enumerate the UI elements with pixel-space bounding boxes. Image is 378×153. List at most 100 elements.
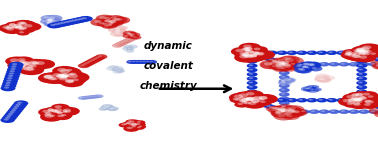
Circle shape — [258, 96, 267, 100]
Circle shape — [248, 54, 257, 58]
Circle shape — [342, 51, 358, 58]
Circle shape — [98, 55, 102, 57]
Circle shape — [288, 109, 296, 113]
Circle shape — [263, 104, 268, 106]
Circle shape — [105, 106, 113, 109]
Circle shape — [288, 79, 291, 80]
Circle shape — [59, 107, 80, 115]
Circle shape — [260, 56, 265, 57]
Circle shape — [66, 69, 72, 71]
Circle shape — [109, 65, 119, 69]
Circle shape — [291, 110, 306, 116]
Circle shape — [8, 113, 13, 115]
Circle shape — [318, 77, 327, 81]
Circle shape — [309, 62, 320, 67]
Circle shape — [124, 48, 127, 49]
Circle shape — [277, 50, 288, 55]
Circle shape — [288, 51, 293, 53]
Circle shape — [40, 73, 60, 82]
Circle shape — [60, 76, 67, 79]
Circle shape — [271, 60, 281, 63]
Circle shape — [127, 48, 133, 50]
Circle shape — [96, 15, 114, 22]
Circle shape — [288, 107, 296, 110]
Circle shape — [47, 110, 53, 112]
Circle shape — [297, 64, 302, 65]
Circle shape — [53, 72, 73, 80]
Circle shape — [0, 117, 15, 123]
Circle shape — [246, 53, 253, 56]
Circle shape — [9, 22, 30, 30]
Circle shape — [309, 87, 312, 88]
Circle shape — [353, 103, 361, 106]
Circle shape — [17, 21, 25, 24]
Circle shape — [25, 24, 33, 27]
Circle shape — [343, 99, 352, 102]
Circle shape — [125, 32, 131, 34]
Circle shape — [284, 108, 305, 117]
Circle shape — [267, 58, 278, 62]
Circle shape — [43, 75, 53, 79]
Circle shape — [133, 60, 143, 64]
Circle shape — [272, 111, 288, 118]
Circle shape — [112, 67, 119, 70]
Circle shape — [2, 115, 16, 121]
Circle shape — [307, 88, 319, 93]
Circle shape — [112, 27, 125, 32]
Circle shape — [21, 62, 30, 66]
Circle shape — [108, 25, 124, 32]
Circle shape — [286, 108, 301, 114]
Circle shape — [245, 97, 254, 101]
Circle shape — [269, 99, 273, 101]
Circle shape — [316, 78, 321, 80]
Circle shape — [61, 75, 68, 78]
Circle shape — [326, 98, 337, 103]
Circle shape — [326, 50, 337, 55]
Circle shape — [280, 82, 284, 83]
Circle shape — [370, 52, 376, 55]
Circle shape — [239, 43, 261, 52]
Circle shape — [48, 19, 52, 21]
Circle shape — [51, 109, 68, 116]
Circle shape — [57, 22, 62, 24]
Circle shape — [91, 95, 100, 99]
Circle shape — [44, 20, 58, 26]
Circle shape — [99, 22, 105, 24]
Circle shape — [282, 109, 290, 112]
Circle shape — [281, 84, 285, 86]
Circle shape — [240, 95, 263, 105]
Circle shape — [352, 96, 361, 100]
Circle shape — [301, 63, 305, 65]
Circle shape — [246, 98, 258, 103]
Circle shape — [299, 64, 315, 71]
Circle shape — [352, 91, 372, 99]
Circle shape — [50, 107, 71, 115]
Circle shape — [135, 120, 146, 125]
Circle shape — [249, 51, 253, 53]
Circle shape — [62, 110, 68, 112]
Circle shape — [240, 100, 259, 108]
Circle shape — [281, 89, 285, 91]
Circle shape — [356, 81, 367, 85]
Circle shape — [251, 99, 260, 103]
Circle shape — [8, 108, 22, 114]
Circle shape — [46, 21, 52, 24]
Circle shape — [358, 69, 363, 70]
Circle shape — [49, 109, 64, 115]
Circle shape — [107, 106, 110, 107]
Circle shape — [242, 96, 262, 104]
Circle shape — [54, 113, 71, 120]
Circle shape — [132, 126, 136, 127]
Circle shape — [127, 120, 131, 122]
Circle shape — [117, 26, 128, 30]
Circle shape — [264, 62, 273, 65]
Circle shape — [90, 19, 110, 26]
Circle shape — [277, 98, 288, 103]
Circle shape — [353, 49, 361, 52]
Text: chemistry: chemistry — [139, 81, 197, 91]
Circle shape — [3, 113, 18, 119]
Circle shape — [281, 80, 285, 81]
Circle shape — [112, 43, 123, 48]
Circle shape — [302, 65, 308, 68]
Circle shape — [127, 127, 133, 129]
